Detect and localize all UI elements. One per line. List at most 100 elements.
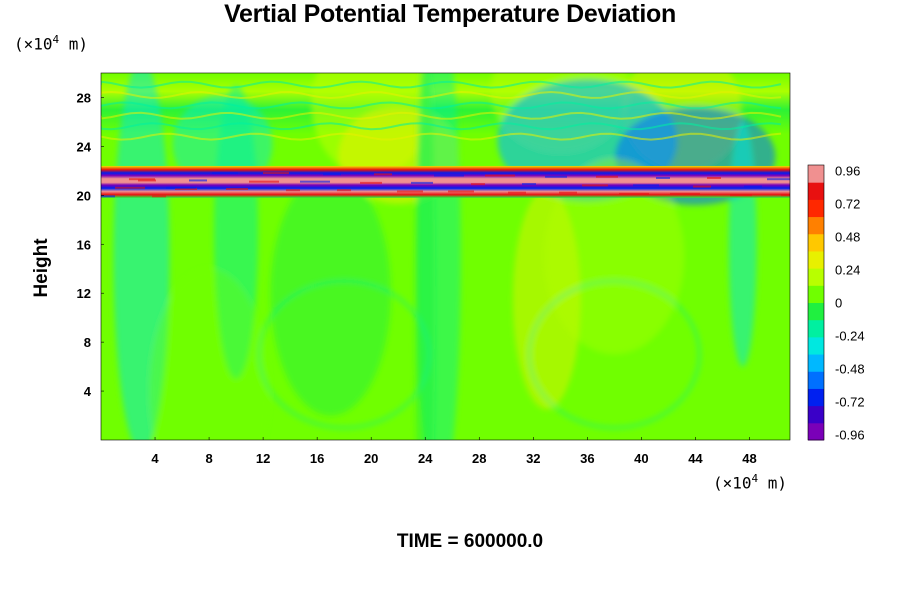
band-streak [152, 195, 166, 198]
band-streak [633, 184, 659, 187]
band-streak [656, 176, 670, 179]
y-tick-label: 12 [77, 286, 91, 301]
y-axis-ticks: 4 8 12 16 20 24 28 [77, 90, 104, 399]
x-axis-ticks: 4 8 12 16 20 24 28 32 36 40 44 48 [151, 437, 757, 466]
y-tick-label: 16 [77, 237, 91, 252]
x-tick-label: 36 [580, 451, 594, 466]
colorbar-swatch [808, 199, 824, 218]
field-blob [544, 158, 685, 355]
wave-streak [101, 90, 782, 100]
colorbar-swatch [808, 182, 824, 200]
band-streak [707, 176, 721, 179]
x-tick-label: 40 [634, 451, 648, 466]
band-streak [448, 190, 474, 193]
colorbar-swatch [808, 354, 824, 372]
band-streak [545, 175, 567, 178]
band-streak [693, 185, 711, 188]
soft-features [113, 73, 776, 440]
y-axis-unit: (×104 m) [14, 33, 89, 54]
band-streak [138, 179, 156, 182]
band-streak [374, 173, 392, 176]
band-streak [129, 178, 155, 181]
colorbar-swatch [808, 405, 824, 424]
band-streak [744, 185, 762, 188]
colorbar-swatch [808, 422, 824, 441]
colorbar-swatch [808, 285, 824, 303]
band-streak [522, 183, 536, 186]
colorbar-swatch [808, 233, 824, 252]
band-streak [166, 186, 196, 189]
band-streak [101, 195, 115, 198]
band-streak [508, 191, 526, 194]
band-streak [670, 192, 700, 195]
colorbar-swatch [808, 216, 824, 235]
band-streak [249, 180, 279, 183]
x-tick-label: 16 [310, 451, 324, 466]
band-streak [582, 184, 608, 187]
band-streak [781, 194, 790, 197]
field-blob [270, 170, 391, 416]
wave-streak [101, 122, 782, 131]
band-streak [411, 181, 433, 184]
colorbar-tick-label: 0.72 [835, 197, 860, 212]
field-arc [258, 279, 431, 429]
y-tick-label: 24 [77, 139, 92, 154]
strong-band [101, 165, 790, 198]
colorbar-swatch [808, 319, 824, 338]
band-streak [337, 189, 351, 192]
x-tick-label: 48 [742, 451, 756, 466]
band-streak [360, 181, 382, 184]
band-streak [397, 190, 423, 193]
colorbar-swatch [808, 165, 824, 183]
colorbar: 0.96 0.72 0.48 0.24 0 -0.24 -0.48 -0.72 -0.96 [807, 164, 865, 443]
band-streak [767, 178, 790, 181]
colorbar-tick-label: 0.24 [835, 263, 860, 278]
field-blob [149, 268, 270, 440]
wave-streak [101, 80, 782, 89]
band-streak [175, 187, 197, 190]
band-streak [619, 192, 649, 195]
colorbar-tick-label: -0.72 [835, 395, 865, 410]
field-blob [415, 73, 436, 440]
x-tick-label: 24 [418, 451, 433, 466]
band-streak [434, 174, 464, 177]
colorbar-swatch [808, 250, 824, 269]
colorbar-swatch [808, 371, 824, 389]
x-tick-label: 4 [151, 451, 159, 466]
y-tick-label: 28 [77, 90, 91, 105]
band-streak [559, 191, 577, 194]
colorbar-swatch [808, 302, 824, 321]
wave-streak [101, 101, 782, 110]
chart-title: Vertial Potential Temperature Deviation [224, 0, 676, 28]
band-streak [115, 186, 145, 189]
band-streak [300, 180, 330, 183]
band-streak [212, 172, 238, 175]
y-tick-label: 20 [77, 188, 91, 203]
x-tick-label: 28 [472, 451, 486, 466]
field-arc [528, 279, 701, 429]
colorbar-swatch [808, 268, 824, 286]
colorbar-tick-label: -0.96 [835, 428, 865, 443]
time-label: TIME = 600000.0 [396, 531, 544, 552]
colorbar-tick-label: -0.48 [835, 362, 865, 377]
y-tick-label: 4 [84, 384, 92, 399]
band-streak [471, 183, 485, 186]
x-tick-label: 44 [688, 451, 703, 466]
x-tick-label: 20 [364, 451, 378, 466]
colorbar-frame [807, 164, 825, 441]
wave-streak [101, 132, 782, 141]
x-tick-label: 8 [205, 451, 212, 466]
band-streak [485, 174, 515, 177]
colorbar-tick-label: 0 [835, 296, 842, 311]
plot-frame [100, 72, 791, 441]
band-streak [263, 172, 289, 175]
wave-streak [101, 111, 782, 120]
colorbar-tick-label: 0.48 [835, 230, 860, 245]
colorbar-swatch [808, 388, 824, 407]
band-streak [596, 175, 618, 178]
colorbar-tick-label: -0.24 [835, 329, 865, 344]
x-axis-unit: (×104 m) [713, 472, 788, 493]
band-streak [189, 179, 207, 182]
colorbar-tick-label: 0.96 [835, 164, 860, 179]
